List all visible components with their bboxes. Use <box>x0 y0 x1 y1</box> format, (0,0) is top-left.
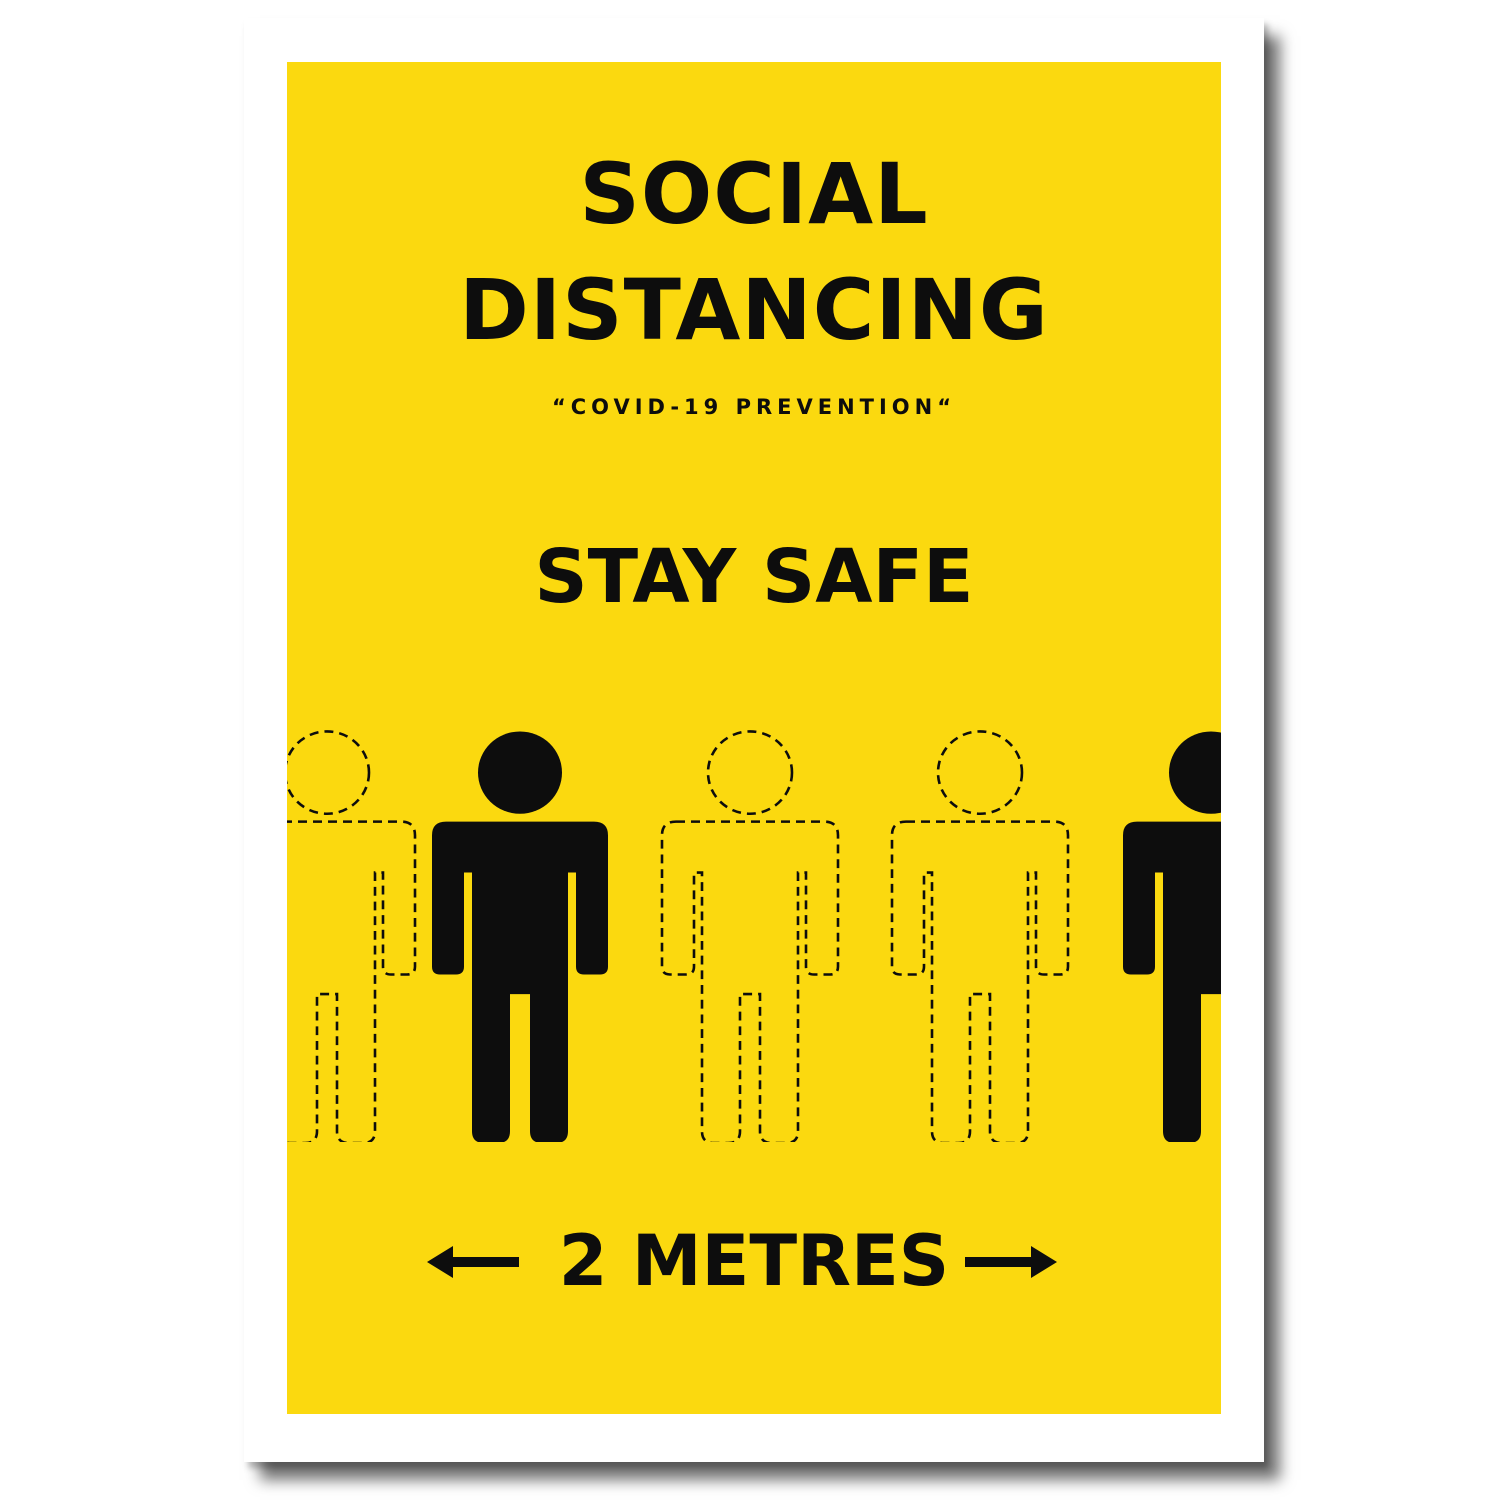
poster-panel: SOCIAL DISTANCING “COVID-19 PREVENTION“ … <box>287 62 1221 1414</box>
subtitle: “COVID-19 PREVENTION“ <box>551 395 957 419</box>
person-outline-3 <box>890 730 1070 1142</box>
title-line-2: DISTANCING <box>459 261 1049 359</box>
headline: STAY SAFE <box>534 534 974 620</box>
arrow-left-icon <box>427 1246 519 1278</box>
person-solid-2 <box>1123 731 1221 1142</box>
people-figures <box>287 730 1221 1142</box>
arrow-right-icon <box>965 1246 1057 1278</box>
title-line-1: SOCIAL <box>579 145 929 243</box>
person-solid-1 <box>432 731 608 1142</box>
distance-row: 2 METRES <box>287 1218 1221 1318</box>
distance-label: 2 METRES <box>558 1220 950 1302</box>
person-outline-2 <box>660 730 840 1142</box>
person-outline-1 <box>287 730 417 1142</box>
poster: SOCIAL DISTANCING “COVID-19 PREVENTION“ … <box>244 18 1264 1462</box>
